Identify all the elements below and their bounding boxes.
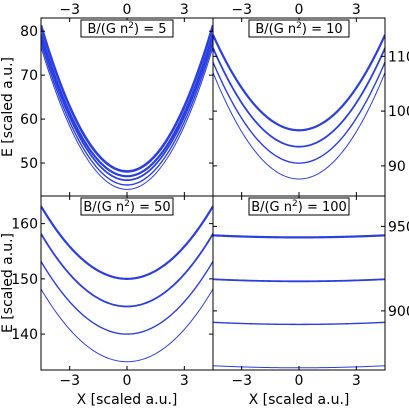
y-axis-label: E [scaled a.u.] — [0, 233, 16, 333]
plot-frame — [40, 195, 214, 371]
series-curve-2 — [41, 261, 213, 335]
y-tick-label: 950 — [388, 219, 409, 235]
y-axis-label: E [scaled a.u.] — [0, 57, 16, 157]
x-tick-label: 0 — [123, 373, 132, 389]
series-curve-3 — [213, 278, 385, 283]
panel-title: B/(G n2) = 5 — [87, 21, 166, 37]
curves — [41, 205, 213, 363]
plot-frame — [212, 17, 386, 197]
y-tick-label: 160 — [11, 217, 38, 233]
series-curve-4 — [213, 234, 385, 239]
panel-3: −3 0 3 140 150 160 B/(G n2) = 50 X [scaled a.u.… — [0, 195, 214, 408]
x-tick-label: −3 — [59, 373, 80, 389]
plot-frame — [212, 195, 386, 371]
curves — [41, 25, 213, 190]
series-curve-1 — [41, 46, 213, 190]
y-tick-label: 60 — [20, 112, 38, 128]
series-curve-3 — [213, 47, 385, 148]
series-curve-2 — [213, 321, 385, 326]
x-axis-label: X [scaled a.u.] — [77, 392, 178, 408]
panel-2: −3 0 3 90 100 110 B/(G n2) = 10 — [212, 2, 409, 197]
panel-1: −3 0 3 50 60 70 80 B/(G n2) = 5 E [scaled a.u.] — [0, 2, 214, 197]
title-box — [80, 197, 174, 216]
x-tick-label: 3 — [180, 373, 189, 389]
y-tick-label: 50 — [20, 156, 38, 172]
series-curve-4 — [41, 205, 213, 280]
panel-title: B/(G n2) = 10 — [255, 21, 342, 37]
y-tick-label: 140 — [11, 327, 38, 343]
y-tick-label: 80 — [20, 24, 38, 40]
x-axis-label: X [scaled a.u.] — [249, 392, 350, 408]
y-tick-label: 110 — [388, 49, 409, 65]
series-curve-5 — [41, 25, 213, 173]
x-tick-label: 3 — [352, 373, 361, 389]
x-tick-label: −3 — [231, 2, 252, 18]
panel-title: B/(G n2) = 50 — [83, 199, 170, 215]
series-curve-1 — [213, 72, 385, 180]
x-tick-label: −3 — [59, 2, 80, 18]
title-box — [248, 19, 350, 38]
x-tick-label: −3 — [231, 373, 252, 389]
title-box — [248, 197, 350, 216]
x-tick-label: 0 — [123, 2, 132, 18]
series-curve-3 — [41, 233, 213, 308]
y-tick-label: 100 — [388, 104, 409, 120]
panel-4: −3 0 3 900 950 B/(G n2) = 100 X [scaled a.u.] — [212, 195, 409, 408]
series-curve-4 — [213, 34, 385, 132]
x-tick-label: 3 — [352, 2, 361, 18]
series-curve-4 — [41, 33, 213, 178]
panel-title: B/(G n2) = 100 — [251, 199, 347, 215]
series-curve-3 — [41, 37, 213, 182]
y-tick-label: 150 — [11, 272, 38, 288]
series-curve-2 — [41, 42, 213, 186]
curves — [213, 34, 385, 180]
series-curve-2 — [213, 61, 385, 164]
y-tick-label: 900 — [388, 304, 409, 320]
x-tick-label: 0 — [295, 2, 304, 18]
y-tick-label: 70 — [20, 68, 38, 84]
title-box — [80, 19, 174, 38]
curves — [213, 234, 385, 369]
series-curve-1 — [41, 288, 213, 363]
y-tick-label: 90 — [388, 159, 406, 175]
x-tick-label: 0 — [295, 373, 304, 389]
x-tick-label: 3 — [180, 2, 189, 18]
